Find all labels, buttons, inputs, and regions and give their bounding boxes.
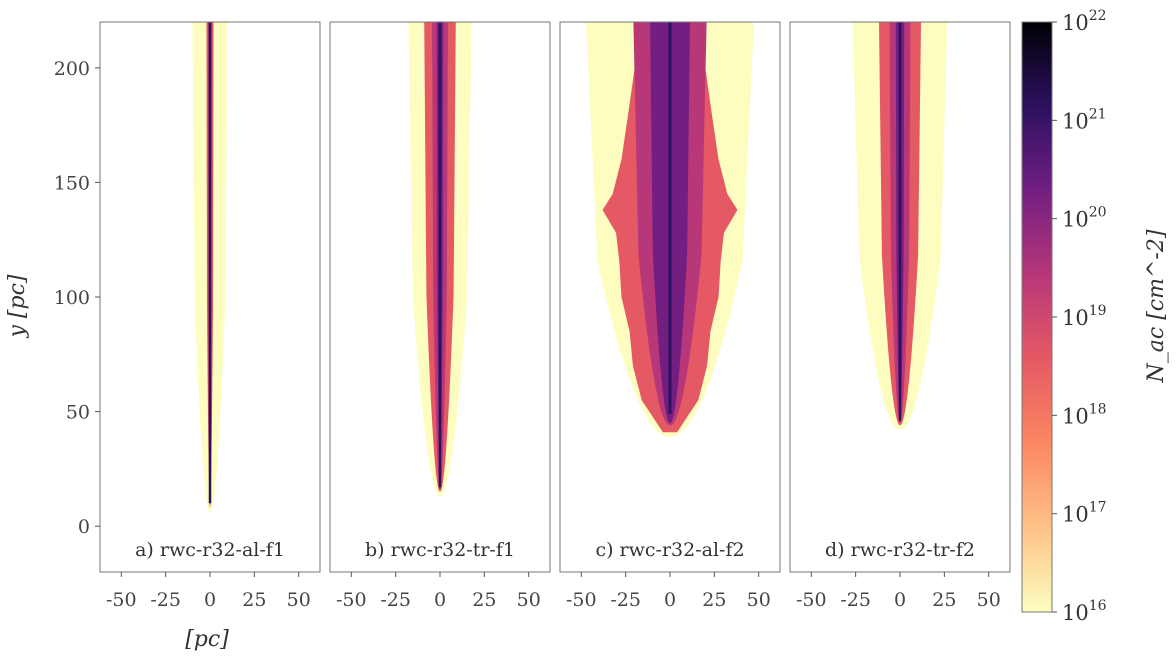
x-tick-label: -25	[380, 589, 411, 611]
colorbar-tick-label: 1020	[1062, 205, 1107, 232]
y-tick-label: 50	[66, 402, 90, 424]
y-tick-label: 150	[54, 172, 90, 194]
x-tick-label: -50	[796, 589, 827, 611]
y-tick-label: 0	[78, 516, 90, 538]
colorbar-tick-label: 1018	[1062, 401, 1107, 428]
x-tick-label: 50	[287, 589, 311, 611]
colorbar-tick-label: 1019	[1062, 303, 1107, 330]
colorbar-title: N_ac [cm^-2]	[1144, 229, 1169, 383]
x-tick-label: 25	[242, 589, 266, 611]
y-tick-label: 100	[54, 287, 90, 309]
panel-1: a) rwc-r32-al-f1 -50 -25 0 25 50 0 50 100 150 200	[54, 21, 321, 611]
y-tick-label: 200	[54, 58, 90, 80]
x-tick-label: 25	[932, 589, 956, 611]
x-tick-label: 0	[664, 589, 676, 611]
x-tick-label: 25	[702, 589, 726, 611]
x-tick-label: 50	[977, 589, 1001, 611]
panel-label: d) rwc-r32-tr-f2	[825, 539, 975, 561]
x-tick-label: 50	[747, 589, 771, 611]
panel-label: c) rwc-r32-al-f2	[595, 539, 744, 561]
x-tick-label: -50	[566, 589, 597, 611]
panel-2: b) rwc-r32-tr-f1 -50 -25 0 25 50	[329, 21, 551, 611]
colorbar-tick-label: 1017	[1062, 500, 1107, 527]
x-tick-label: -25	[150, 589, 181, 611]
x-tick-label: 0	[894, 589, 906, 611]
colorbar	[1021, 21, 1053, 613]
x-tick-label: -25	[610, 589, 641, 611]
panel-label: a) rwc-r32-al-f1	[135, 539, 285, 561]
x-tick-label: -50	[106, 589, 137, 611]
colorbar-tick-label: 1016	[1062, 598, 1107, 625]
x-tick-label: -50	[336, 589, 367, 611]
x-tick-label: 25	[472, 589, 496, 611]
panel-label: b) rwc-r32-tr-f1	[365, 539, 515, 561]
colorbar-tick-label: 1021	[1062, 106, 1107, 133]
panel-4: d) rwc-r32-tr-f2 -50 -25 0 25 50	[789, 21, 1011, 611]
y-axis-title: y [pc]	[5, 274, 30, 338]
colorbar-tick-label: 1022	[1062, 8, 1107, 35]
x-axis-title: [pc]	[185, 627, 229, 652]
x-tick-label: 0	[204, 589, 216, 611]
x-tick-label: 50	[517, 589, 541, 611]
x-tick-label: -25	[840, 589, 871, 611]
x-tick-label: 0	[434, 589, 446, 611]
panel-3: c) rwc-r32-al-f2 -50 -25 0 25 50	[559, 21, 781, 611]
